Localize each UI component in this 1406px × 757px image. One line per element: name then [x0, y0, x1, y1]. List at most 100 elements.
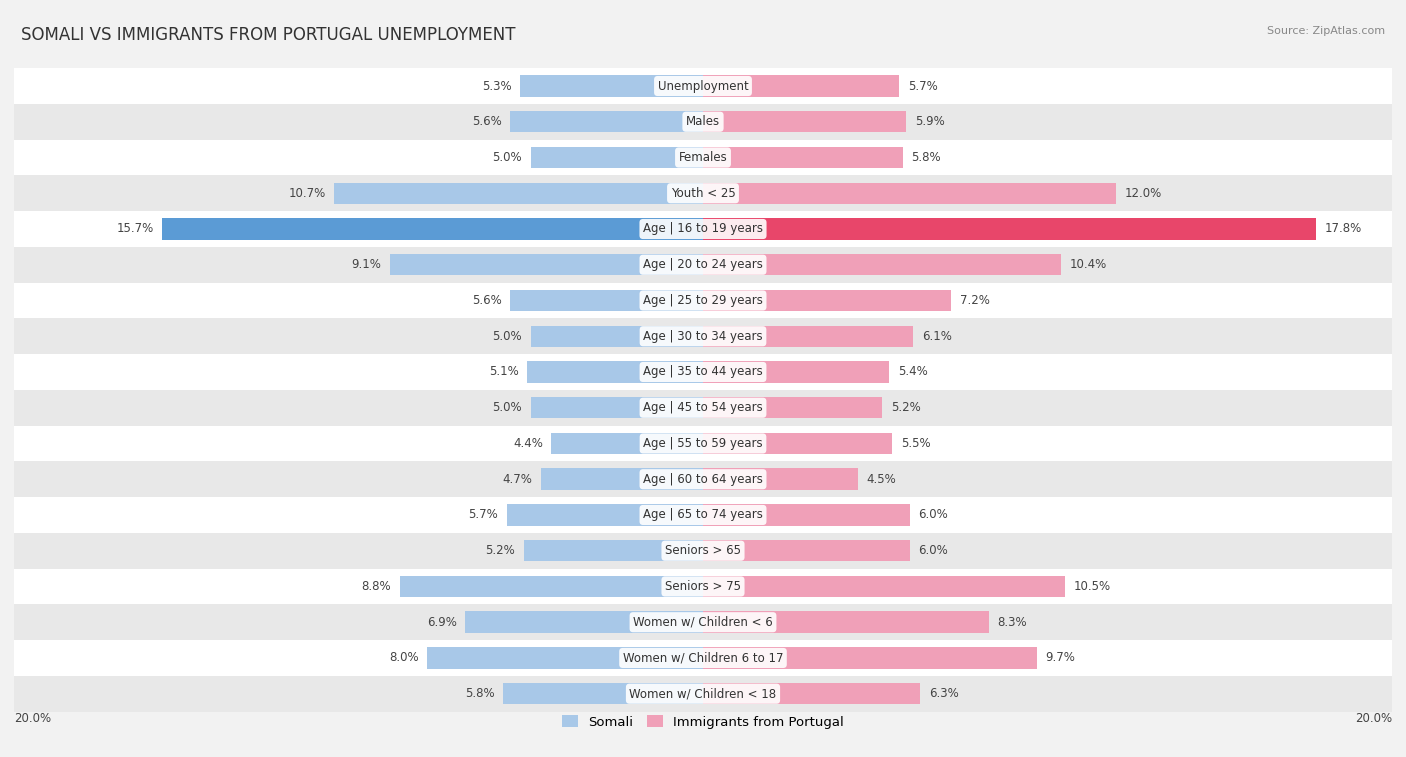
- Bar: [510, 290, 703, 311]
- Text: 20.0%: 20.0%: [14, 712, 51, 724]
- Text: 9.1%: 9.1%: [352, 258, 381, 271]
- Bar: [703, 469, 858, 490]
- Bar: [703, 111, 907, 132]
- Bar: [14, 390, 1392, 425]
- Bar: [427, 647, 703, 668]
- Text: 6.0%: 6.0%: [918, 509, 948, 522]
- Bar: [14, 104, 1392, 139]
- Text: 20.0%: 20.0%: [1355, 712, 1392, 724]
- Text: 5.1%: 5.1%: [489, 366, 519, 378]
- Text: Age | 25 to 29 years: Age | 25 to 29 years: [643, 294, 763, 307]
- Text: Age | 60 to 64 years: Age | 60 to 64 years: [643, 472, 763, 486]
- Text: Seniors > 65: Seniors > 65: [665, 544, 741, 557]
- Bar: [14, 139, 1392, 176]
- Text: 5.3%: 5.3%: [482, 79, 512, 92]
- Text: Males: Males: [686, 115, 720, 128]
- Bar: [14, 354, 1392, 390]
- Bar: [14, 497, 1392, 533]
- Bar: [162, 218, 703, 240]
- Text: Age | 20 to 24 years: Age | 20 to 24 years: [643, 258, 763, 271]
- Bar: [503, 683, 703, 705]
- Text: 8.8%: 8.8%: [361, 580, 391, 593]
- Bar: [14, 569, 1392, 604]
- Bar: [14, 640, 1392, 676]
- Bar: [703, 326, 912, 347]
- Text: Women w/ Children < 18: Women w/ Children < 18: [630, 687, 776, 700]
- Bar: [703, 361, 889, 383]
- Bar: [551, 433, 703, 454]
- Bar: [703, 576, 1064, 597]
- Bar: [506, 504, 703, 525]
- Bar: [703, 147, 903, 168]
- Text: 10.5%: 10.5%: [1073, 580, 1111, 593]
- Text: Age | 45 to 54 years: Age | 45 to 54 years: [643, 401, 763, 414]
- Text: 5.8%: 5.8%: [911, 151, 941, 164]
- Text: 5.2%: 5.2%: [891, 401, 921, 414]
- Text: 5.7%: 5.7%: [468, 509, 498, 522]
- Legend: Somali, Immigrants from Portugal: Somali, Immigrants from Portugal: [557, 710, 849, 734]
- Text: Women w/ Children 6 to 17: Women w/ Children 6 to 17: [623, 652, 783, 665]
- Bar: [703, 504, 910, 525]
- Bar: [703, 254, 1062, 276]
- Bar: [14, 247, 1392, 282]
- Text: 5.6%: 5.6%: [472, 294, 502, 307]
- Bar: [703, 397, 882, 419]
- Bar: [14, 604, 1392, 640]
- Text: 10.7%: 10.7%: [288, 187, 326, 200]
- Text: 10.4%: 10.4%: [1070, 258, 1107, 271]
- Bar: [703, 218, 1316, 240]
- Bar: [389, 254, 703, 276]
- Bar: [14, 461, 1392, 497]
- Text: Youth < 25: Youth < 25: [671, 187, 735, 200]
- Bar: [14, 282, 1392, 319]
- Bar: [531, 326, 703, 347]
- Text: 6.1%: 6.1%: [922, 330, 952, 343]
- Text: 4.5%: 4.5%: [866, 472, 897, 486]
- Bar: [531, 397, 703, 419]
- Text: 9.7%: 9.7%: [1046, 652, 1076, 665]
- Text: 8.0%: 8.0%: [389, 652, 419, 665]
- Text: 6.3%: 6.3%: [928, 687, 959, 700]
- Bar: [335, 182, 703, 204]
- Text: Age | 30 to 34 years: Age | 30 to 34 years: [643, 330, 763, 343]
- Text: 7.2%: 7.2%: [960, 294, 990, 307]
- Text: 6.9%: 6.9%: [427, 615, 457, 629]
- Bar: [541, 469, 703, 490]
- Bar: [703, 540, 910, 562]
- Text: Age | 35 to 44 years: Age | 35 to 44 years: [643, 366, 763, 378]
- Text: 12.0%: 12.0%: [1125, 187, 1163, 200]
- Bar: [520, 75, 703, 97]
- Bar: [524, 540, 703, 562]
- Text: Women w/ Children < 6: Women w/ Children < 6: [633, 615, 773, 629]
- Bar: [703, 612, 988, 633]
- Text: SOMALI VS IMMIGRANTS FROM PORTUGAL UNEMPLOYMENT: SOMALI VS IMMIGRANTS FROM PORTUGAL UNEMP…: [21, 26, 516, 45]
- Text: 15.7%: 15.7%: [117, 223, 153, 235]
- Bar: [399, 576, 703, 597]
- Text: 5.0%: 5.0%: [492, 401, 522, 414]
- Bar: [14, 211, 1392, 247]
- Text: 5.0%: 5.0%: [492, 330, 522, 343]
- Text: 5.4%: 5.4%: [897, 366, 928, 378]
- Bar: [703, 683, 920, 705]
- Bar: [703, 290, 950, 311]
- Bar: [14, 425, 1392, 461]
- Bar: [531, 147, 703, 168]
- Bar: [14, 176, 1392, 211]
- Text: 5.0%: 5.0%: [492, 151, 522, 164]
- Bar: [527, 361, 703, 383]
- Text: 5.9%: 5.9%: [915, 115, 945, 128]
- Text: Age | 65 to 74 years: Age | 65 to 74 years: [643, 509, 763, 522]
- Text: Age | 55 to 59 years: Age | 55 to 59 years: [643, 437, 763, 450]
- Text: Age | 16 to 19 years: Age | 16 to 19 years: [643, 223, 763, 235]
- Text: 8.3%: 8.3%: [997, 615, 1028, 629]
- Text: 17.8%: 17.8%: [1324, 223, 1362, 235]
- Text: Females: Females: [679, 151, 727, 164]
- Text: 4.4%: 4.4%: [513, 437, 543, 450]
- Bar: [510, 111, 703, 132]
- Text: 5.5%: 5.5%: [901, 437, 931, 450]
- Text: Unemployment: Unemployment: [658, 79, 748, 92]
- Bar: [14, 68, 1392, 104]
- Text: 6.0%: 6.0%: [918, 544, 948, 557]
- Bar: [14, 319, 1392, 354]
- Bar: [14, 676, 1392, 712]
